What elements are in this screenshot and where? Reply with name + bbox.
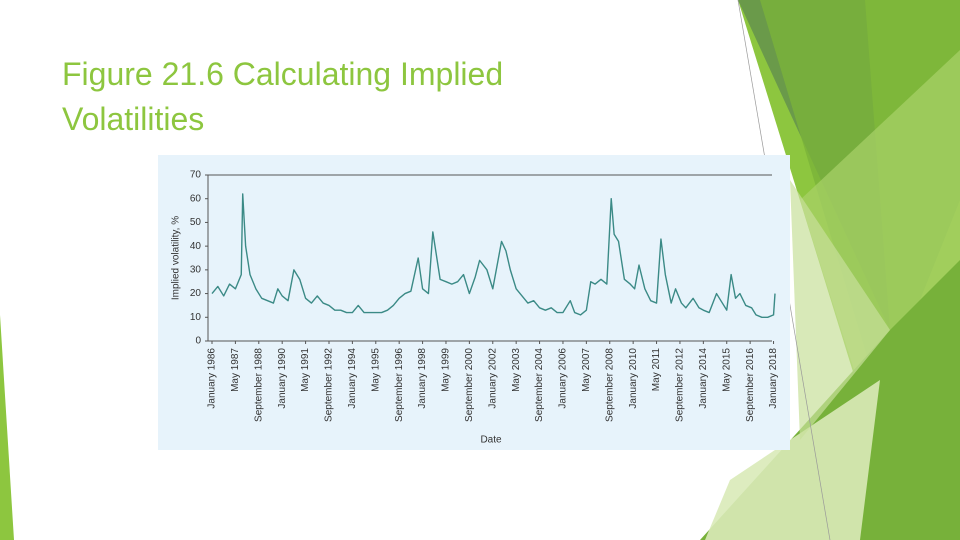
x-tick-label: September 2000 [464,348,475,422]
x-tick-label: May 1995 [370,348,381,392]
x-axis-label: Date [480,435,502,446]
x-tick-label: September 2012 [675,348,686,422]
x-tick-label: January 1994 [347,348,358,409]
chart-background [158,155,790,450]
x-tick-label: January 1998 [417,348,428,409]
x-tick-label: May 2015 [721,348,732,392]
x-tick-label: January 2018 [768,348,779,409]
y-tick-label: 20 [190,288,202,299]
x-tick-label: September 2016 [745,348,756,422]
series-line [211,193,776,318]
x-tick-label: September 1992 [324,348,335,422]
y-axis-label: Implied volatility, % [171,216,182,300]
slide-title: Figure 21.6 Calculating Implied Volatili… [62,56,504,137]
x-tick-label: May 2007 [581,348,592,392]
y-tick-label: 30 [190,264,202,275]
x-tick-label: January 1990 [277,348,288,409]
x-tick-label: May 1991 [300,348,311,392]
x-tick-label: May 2003 [511,348,522,392]
x-tick-label: January 2002 [487,348,498,409]
y-tick-label: 40 [190,241,202,252]
x-tick-label: May 2011 [651,348,662,392]
x-tick-label: January 1986 [207,348,218,409]
x-tick-label: September 2008 [604,348,615,422]
y-tick-label: 0 [195,336,201,347]
x-tick-label: September 2004 [534,348,545,422]
x-tick-label: January 2006 [558,348,569,409]
y-tick-label: 10 [190,312,202,323]
x-tick-label: September 1988 [253,348,264,422]
x-tick-label: May 1987 [230,348,241,392]
x-tick-label: May 1999 [441,348,452,392]
x-tick-label: January 2014 [698,348,709,409]
y-tick-label: 70 [190,170,202,181]
y-tick-label: 50 [190,217,202,228]
x-tick-label: September 1996 [394,348,405,422]
y-tick-label: 60 [190,193,202,204]
x-tick-label: January 2010 [628,348,639,409]
